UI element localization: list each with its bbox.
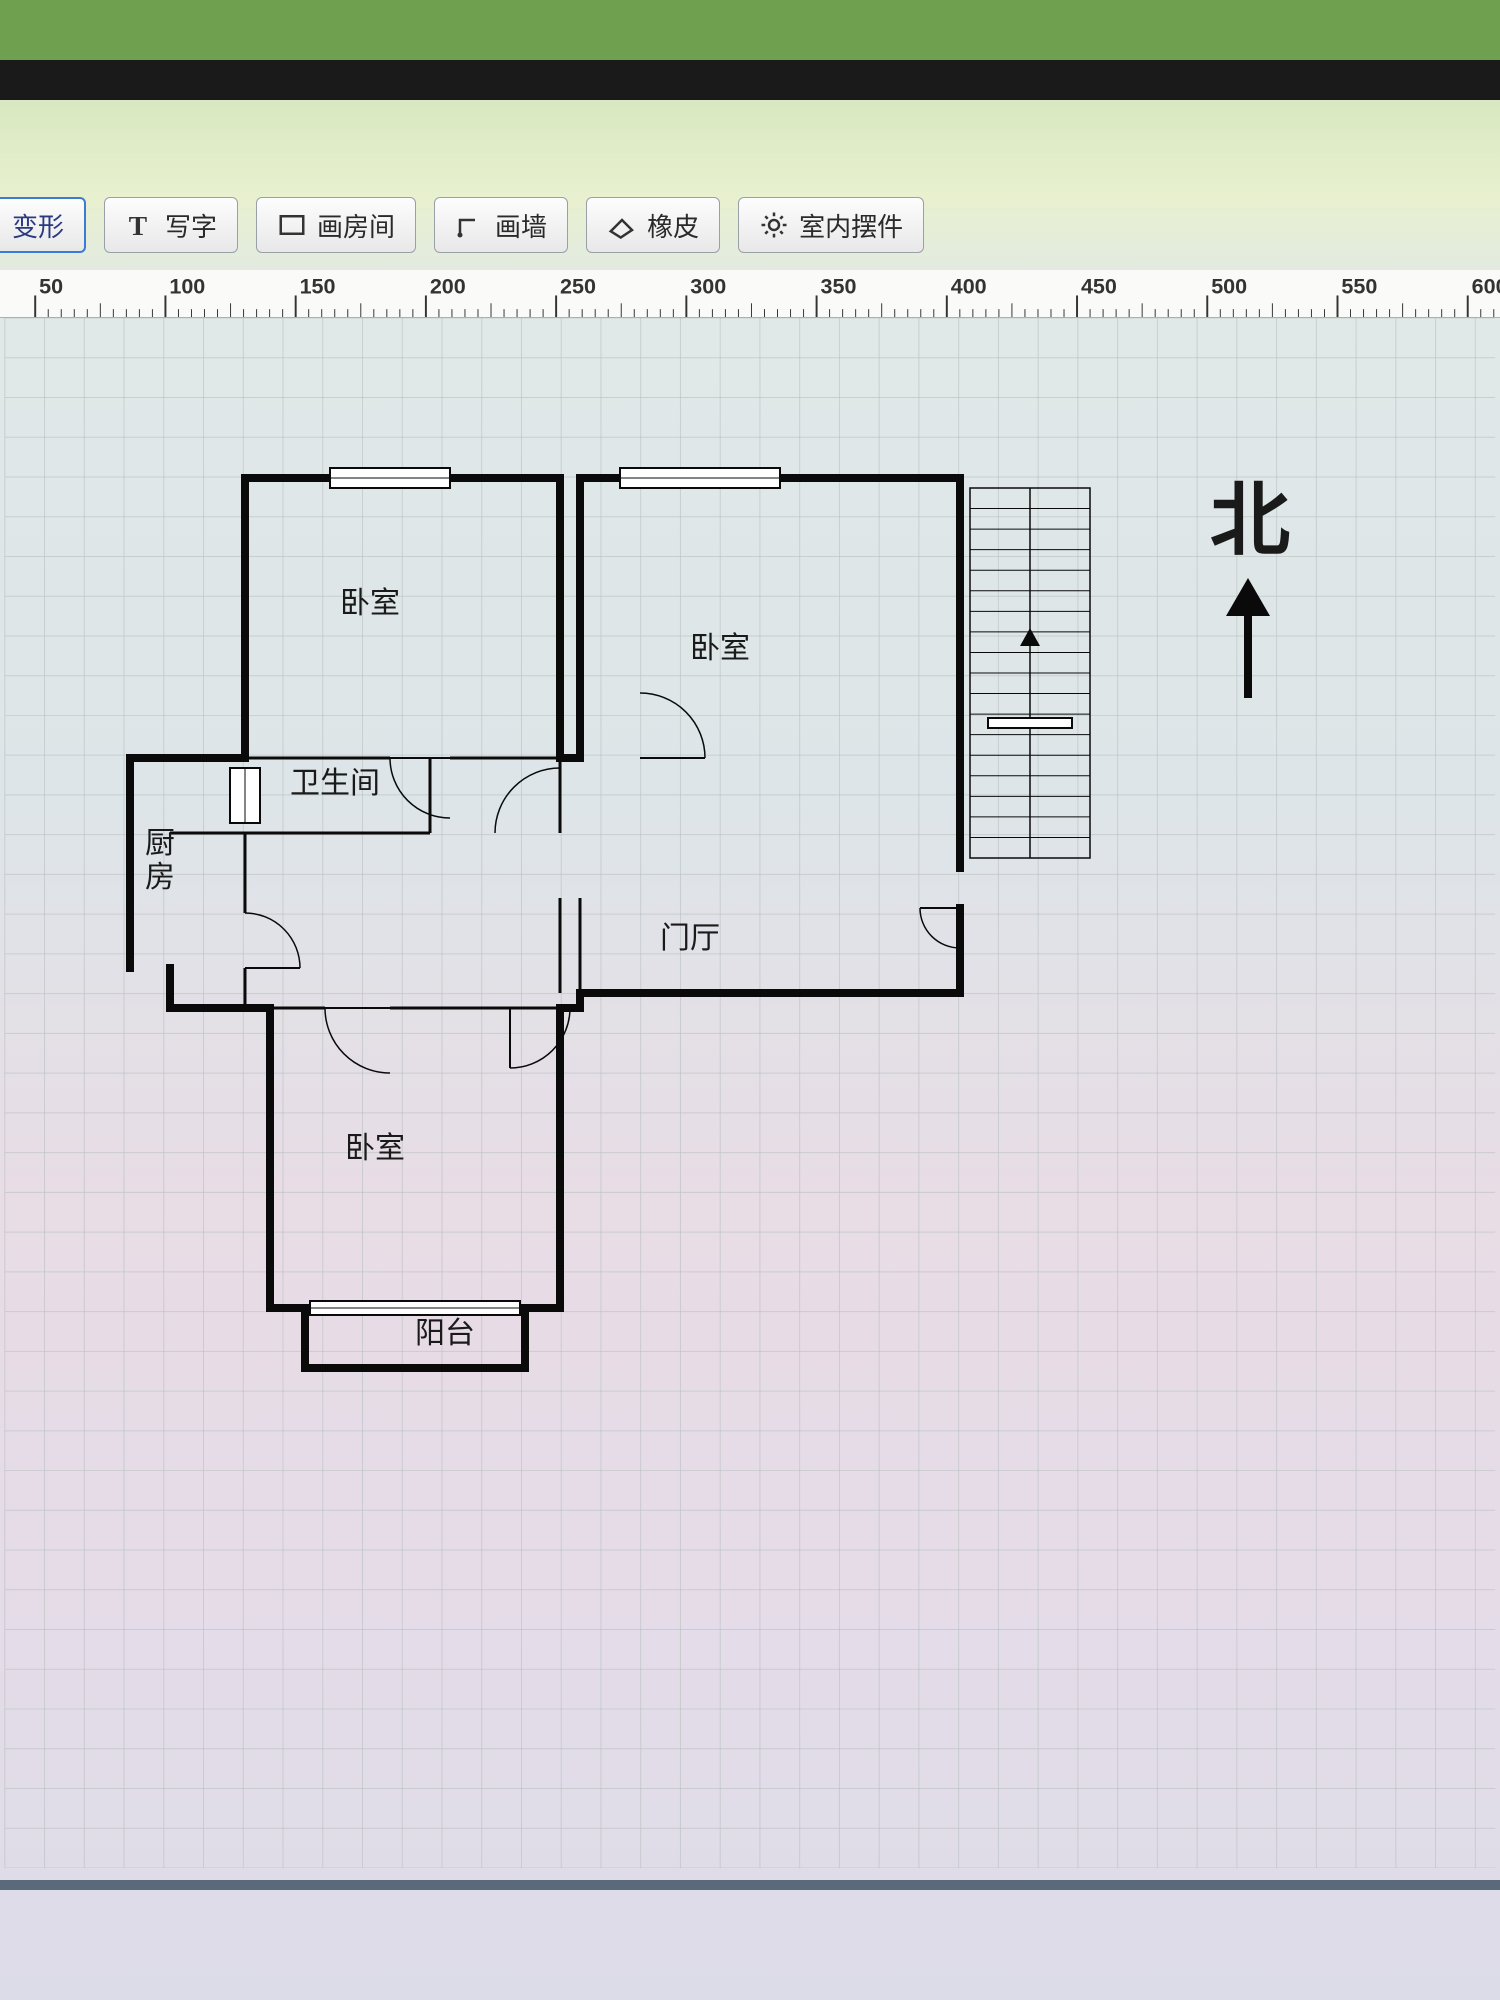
svg-text:300: 300 <box>690 275 726 299</box>
svg-text:200: 200 <box>430 275 466 299</box>
wall-icon <box>455 210 485 240</box>
tool-wall[interactable]: 画墙 <box>434 197 568 253</box>
tool-furniture-label: 室内摆件 <box>799 207 903 244</box>
svg-text:150: 150 <box>300 275 336 299</box>
tool-transform[interactable]: 变形 <box>0 197 86 253</box>
svg-text:北: 北 <box>1210 478 1290 566</box>
svg-text:50: 50 <box>39 275 63 299</box>
tool-eraser[interactable]: 橡皮 <box>586 197 720 253</box>
tool-text[interactable]: T 写字 <box>104 197 238 253</box>
tool-furniture[interactable]: 室内摆件 <box>738 197 924 253</box>
svg-text:门厅: 门厅 <box>660 922 720 955</box>
svg-text:卧室: 卧室 <box>345 1132 405 1165</box>
tool-room[interactable]: 画房间 <box>256 197 416 253</box>
svg-text:卫生间: 卫生间 <box>290 767 380 800</box>
svg-text:400: 400 <box>951 275 987 299</box>
svg-text:100: 100 <box>169 275 205 299</box>
tool-text-label: 写字 <box>165 207 217 244</box>
status-bar <box>0 1880 1500 1890</box>
tool-wall-label: 画墙 <box>495 207 547 244</box>
svg-text:房: 房 <box>145 861 175 894</box>
svg-text:厨: 厨 <box>145 827 175 860</box>
text-icon: T <box>125 210 155 240</box>
tool-transform-label: 变形 <box>12 207 64 244</box>
gear-icon <box>759 210 789 240</box>
svg-text:350: 350 <box>821 275 857 299</box>
svg-text:卧室: 卧室 <box>340 587 400 620</box>
svg-text:600: 600 <box>1472 275 1500 299</box>
svg-text:250: 250 <box>560 275 596 299</box>
floorplan[interactable]: 卧室卧室卫生间厨房门厅卧室阳台北 <box>130 438 1280 1538</box>
svg-text:卧室: 卧室 <box>690 632 750 665</box>
svg-text:500: 500 <box>1211 275 1247 299</box>
toolbar: 变形 T 写字 画房间 画墙 橡皮 室内摆件 <box>0 190 1500 260</box>
eraser-icon <box>607 210 637 240</box>
tool-eraser-label: 橡皮 <box>647 207 699 244</box>
svg-text:T: T <box>129 210 147 240</box>
drawing-canvas[interactable]: 卧室卧室卫生间厨房门厅卧室阳台北 <box>0 318 1500 1868</box>
rect-icon <box>277 210 307 240</box>
svg-text:450: 450 <box>1081 275 1117 299</box>
svg-text:阳台: 阳台 <box>415 1317 475 1350</box>
svg-text:550: 550 <box>1341 275 1377 299</box>
ruler-horizontal: 50 100 150 200 250 300 350 400 450 500 550 600 <box>0 270 1500 318</box>
tool-room-label: 画房间 <box>317 207 395 244</box>
